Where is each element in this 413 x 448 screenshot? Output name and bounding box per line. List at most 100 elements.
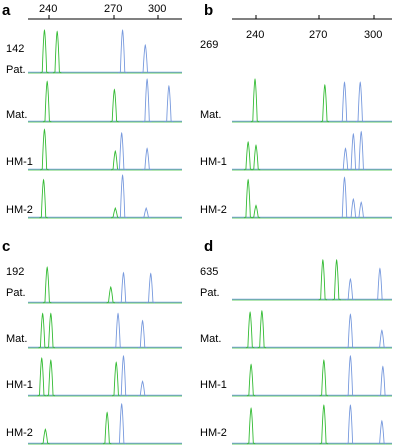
peak-green-272 bbox=[102, 411, 112, 445]
panel-d: d 635 Pat. Mat. HM-1 HM-2 bbox=[200, 238, 392, 445]
peak-green-274.5 bbox=[319, 359, 329, 397]
panel-c-row-label-pat: Pat. bbox=[6, 287, 26, 299]
peak-green-240 bbox=[251, 144, 261, 171]
panel-c-sample-id: 192 bbox=[6, 266, 24, 278]
panel-b-letter: b bbox=[204, 2, 213, 19]
peak-blue-293.5 bbox=[356, 201, 366, 219]
panel-d-row-label-mat: Mat. bbox=[200, 333, 221, 345]
peak-blue-288 bbox=[345, 354, 355, 397]
peak-blue-289.5 bbox=[348, 197, 358, 219]
panel-c-traces bbox=[28, 266, 182, 445]
panel-c-row-label-hm1: HM-1 bbox=[6, 379, 33, 391]
peak-green-237.5 bbox=[246, 407, 256, 445]
panel-c: c 192 Pat. Mat. HM-1 HM-2 bbox=[2, 238, 182, 445]
panel-a: a 240 270 300 142 Pat. Mat. HM-1 HM-2 bbox=[2, 2, 182, 219]
peak-green-275 bbox=[320, 83, 330, 123]
panel-a-tick-240: 240 bbox=[39, 3, 57, 15]
peak-green-236.5 bbox=[38, 312, 48, 349]
panel-a-tick-270: 270 bbox=[104, 3, 122, 15]
peak-green-239 bbox=[42, 266, 52, 304]
peak-blue-280.5 bbox=[118, 174, 127, 219]
peak-green-241 bbox=[46, 312, 56, 349]
peak-green-277 bbox=[111, 361, 121, 397]
peak-blue-293 bbox=[140, 43, 150, 74]
peak-blue-294 bbox=[142, 78, 152, 123]
peak-green-276.5 bbox=[110, 206, 120, 219]
peak-blue-293 bbox=[355, 81, 365, 123]
peak-green-238 bbox=[40, 428, 50, 445]
panel-b-row-label-hm1: HM-1 bbox=[200, 156, 227, 168]
peak-green-237.5 bbox=[246, 363, 256, 397]
peak-blue-285 bbox=[340, 176, 349, 219]
peak-blue-303 bbox=[375, 267, 385, 301]
panel-c-row-label-mat: Mat. bbox=[6, 333, 27, 345]
peak-green-240 bbox=[251, 204, 261, 219]
panel-a-row-label-pat: Pat. bbox=[6, 64, 26, 76]
panel-d-traces bbox=[232, 258, 392, 445]
peak-green-276.5 bbox=[110, 149, 120, 171]
peak-green-281 bbox=[332, 258, 342, 301]
peak-green-274.5 bbox=[319, 404, 329, 445]
panel-b-tick-270: 270 bbox=[309, 29, 327, 41]
peak-blue-304 bbox=[377, 419, 387, 445]
panel-d-row-label-pat: Pat. bbox=[200, 287, 220, 299]
peak-green-276 bbox=[109, 88, 119, 123]
peak-green-237.5 bbox=[40, 29, 49, 74]
panel-b: b 240 270 300 269 Mat. HM-1 HM-2 bbox=[200, 2, 392, 219]
panel-b-row-label-hm2: HM-2 bbox=[200, 204, 227, 216]
panel-a-row-label-hm2: HM-2 bbox=[6, 204, 33, 216]
panel-b-tick-240: 240 bbox=[246, 29, 264, 41]
peak-blue-294 bbox=[142, 147, 152, 171]
peak-green-239.5 bbox=[250, 78, 260, 123]
panel-a-row-label-hm1: HM-1 bbox=[6, 156, 33, 168]
peak-blue-278 bbox=[113, 312, 123, 349]
peak-green-239 bbox=[42, 80, 52, 123]
peak-green-243 bbox=[257, 309, 267, 349]
peak-blue-296 bbox=[146, 272, 156, 304]
peak-green-237 bbox=[39, 178, 48, 219]
panel-a-letter: a bbox=[2, 2, 11, 19]
panel-d-row-label-hm1: HM-1 bbox=[200, 379, 227, 391]
peak-blue-281 bbox=[119, 271, 128, 304]
peak-blue-280 bbox=[117, 131, 127, 171]
peak-blue-304.5 bbox=[378, 365, 388, 397]
peak-green-236 bbox=[243, 178, 253, 219]
peak-blue-288 bbox=[345, 404, 355, 445]
peak-blue-280.5 bbox=[118, 29, 127, 74]
panel-a-sample-id: 142 bbox=[6, 43, 24, 55]
peak-blue-291.5 bbox=[138, 319, 147, 349]
peak-blue-288 bbox=[345, 277, 355, 301]
peak-blue-293.5 bbox=[356, 130, 366, 171]
peak-green-274 bbox=[106, 285, 116, 304]
peak-blue-306 bbox=[164, 84, 174, 123]
peak-blue-281 bbox=[119, 354, 128, 397]
panel-a-row-label-mat: Mat. bbox=[6, 109, 27, 121]
peak-blue-291.5 bbox=[138, 380, 147, 397]
panel-d-row-label-hm2: HM-2 bbox=[200, 427, 227, 439]
peak-green-274 bbox=[318, 258, 328, 301]
panel-a-tick-300: 300 bbox=[148, 3, 166, 15]
peak-blue-285 bbox=[340, 81, 349, 123]
panel-d-letter: d bbox=[204, 238, 213, 255]
peak-green-237.5 bbox=[40, 128, 49, 171]
panel-d-sample-id: 635 bbox=[200, 266, 218, 278]
panel-b-sample-id: 269 bbox=[200, 39, 218, 51]
peak-green-236 bbox=[243, 140, 253, 171]
panel-b-tick-300: 300 bbox=[364, 29, 382, 41]
panel-b-row-label-mat: Mat. bbox=[200, 109, 221, 121]
peak-green-237 bbox=[245, 311, 255, 349]
panel-b-traces bbox=[232, 78, 392, 219]
peak-blue-280 bbox=[117, 402, 127, 445]
peak-blue-304 bbox=[377, 329, 387, 349]
panel-c-letter: c bbox=[2, 238, 10, 255]
peak-green-241 bbox=[46, 359, 56, 397]
peak-blue-289.5 bbox=[348, 132, 358, 171]
peak-green-244.5 bbox=[52, 30, 62, 74]
peak-blue-285.5 bbox=[341, 147, 350, 171]
peak-blue-293.5 bbox=[141, 206, 151, 219]
peak-green-236 bbox=[37, 357, 47, 397]
peak-blue-288 bbox=[345, 313, 355, 349]
panel-a-traces bbox=[28, 29, 182, 219]
panel-c-row-label-hm2: HM-2 bbox=[6, 427, 33, 439]
